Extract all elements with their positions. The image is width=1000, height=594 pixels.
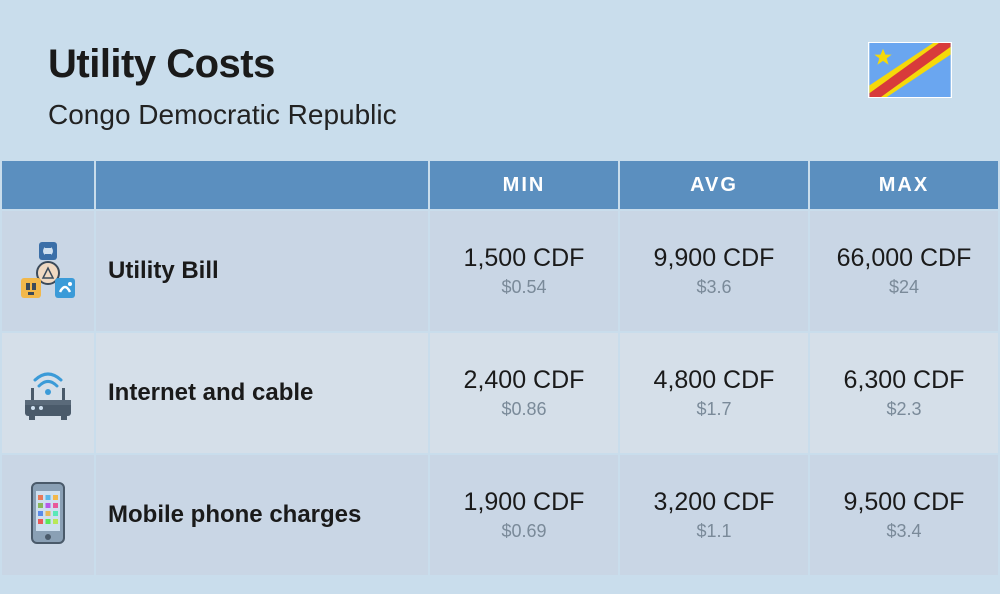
value-secondary: $2.3 bbox=[810, 399, 998, 420]
value-secondary: $3.4 bbox=[810, 521, 998, 542]
value-secondary: $0.86 bbox=[430, 399, 618, 420]
utility-icon bbox=[2, 211, 94, 331]
table-row: Utility Bill 1,500 CDF $0.54 9,900 CDF $… bbox=[2, 211, 998, 331]
value-secondary: $1.7 bbox=[620, 399, 808, 420]
cell-min: 2,400 CDF $0.86 bbox=[430, 333, 618, 453]
table-header-row: MIN AVG MAX bbox=[2, 161, 998, 209]
value-primary: 4,800 CDF bbox=[620, 366, 808, 395]
cell-min: 1,900 CDF $0.69 bbox=[430, 455, 618, 575]
cell-max: 9,500 CDF $3.4 bbox=[810, 455, 998, 575]
page-subtitle: Congo Democratic Republic bbox=[48, 99, 397, 131]
header: Utility Costs Congo Democratic Republic bbox=[0, 0, 1000, 159]
header-avg: AVG bbox=[620, 161, 808, 209]
router-icon bbox=[2, 333, 94, 453]
header-empty-label bbox=[96, 161, 428, 209]
table-row: Mobile phone charges 1,900 CDF $0.69 3,2… bbox=[2, 455, 998, 575]
row-label: Mobile phone charges bbox=[96, 455, 428, 575]
cell-avg: 4,800 CDF $1.7 bbox=[620, 333, 808, 453]
value-secondary: $1.1 bbox=[620, 521, 808, 542]
value-primary: 9,900 CDF bbox=[620, 244, 808, 273]
row-icon-cell bbox=[2, 455, 94, 575]
value-primary: 1,900 CDF bbox=[430, 488, 618, 517]
page-title: Utility Costs bbox=[48, 42, 397, 87]
row-icon-cell bbox=[2, 333, 94, 453]
table-row: Internet and cable 2,400 CDF $0.86 4,800… bbox=[2, 333, 998, 453]
cell-max: 66,000 CDF $24 bbox=[810, 211, 998, 331]
cell-avg: 9,900 CDF $3.6 bbox=[620, 211, 808, 331]
value-secondary: $3.6 bbox=[620, 277, 808, 298]
value-secondary: $24 bbox=[810, 277, 998, 298]
row-label: Utility Bill bbox=[96, 211, 428, 331]
value-primary: 3,200 CDF bbox=[620, 488, 808, 517]
costs-table: MIN AVG MAX bbox=[0, 159, 1000, 577]
cell-avg: 3,200 CDF $1.1 bbox=[620, 455, 808, 575]
value-secondary: $0.69 bbox=[430, 521, 618, 542]
value-primary: 9,500 CDF bbox=[810, 488, 998, 517]
header-max: MAX bbox=[810, 161, 998, 209]
value-primary: 6,300 CDF bbox=[810, 366, 998, 395]
cell-max: 6,300 CDF $2.3 bbox=[810, 333, 998, 453]
title-block: Utility Costs Congo Democratic Republic bbox=[48, 42, 397, 131]
header-empty-icon bbox=[2, 161, 94, 209]
header-min: MIN bbox=[430, 161, 618, 209]
value-secondary: $0.54 bbox=[430, 277, 618, 298]
cell-min: 1,500 CDF $0.54 bbox=[430, 211, 618, 331]
value-primary: 2,400 CDF bbox=[430, 366, 618, 395]
phone-icon bbox=[2, 455, 94, 575]
row-label: Internet and cable bbox=[96, 333, 428, 453]
value-primary: 66,000 CDF bbox=[810, 244, 998, 273]
row-icon-cell bbox=[2, 211, 94, 331]
value-primary: 1,500 CDF bbox=[430, 244, 618, 273]
flag-icon bbox=[868, 42, 952, 98]
